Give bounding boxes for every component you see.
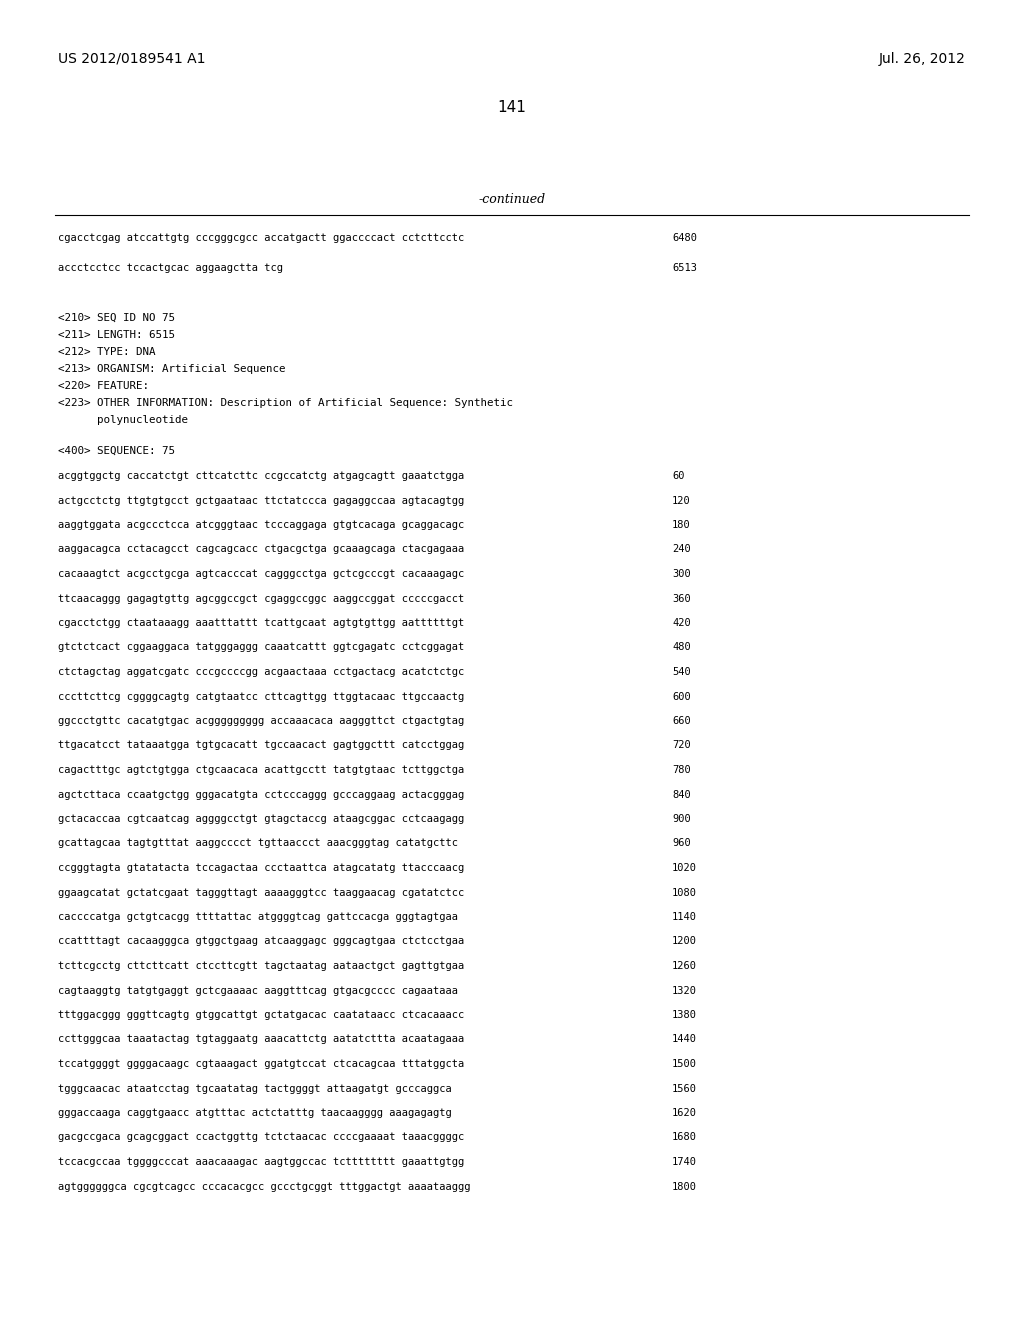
Text: actgcctctg ttgtgtgcct gctgaataac ttctatccca gagaggccaa agtacagtgg: actgcctctg ttgtgtgcct gctgaataac ttctatc… xyxy=(58,495,464,506)
Text: <220> FEATURE:: <220> FEATURE: xyxy=(58,381,150,391)
Text: <210> SEQ ID NO 75: <210> SEQ ID NO 75 xyxy=(58,313,175,323)
Text: 6513: 6513 xyxy=(672,263,697,273)
Text: cagactttgc agtctgtgga ctgcaacaca acattgcctt tatgtgtaac tcttggctga: cagactttgc agtctgtgga ctgcaacaca acattgc… xyxy=(58,766,464,775)
Text: 360: 360 xyxy=(672,594,691,603)
Text: tccacgccaa tggggcccat aaacaaagac aagtggccac tctttttttt gaaattgtgg: tccacgccaa tggggcccat aaacaaagac aagtggc… xyxy=(58,1158,464,1167)
Text: gcattagcaa tagtgtttat aaggcccct tgttaaccct aaacgggtag catatgcttc: gcattagcaa tagtgtttat aaggcccct tgttaacc… xyxy=(58,838,458,849)
Text: ccgggtagta gtatatacta tccagactaa ccctaattca atagcatatg ttacccaacg: ccgggtagta gtatatacta tccagactaa ccctaat… xyxy=(58,863,464,873)
Text: ggccctgttc cacatgtgac acggggggggg accaaacaca aagggttct ctgactgtag: ggccctgttc cacatgtgac acggggggggg accaaa… xyxy=(58,715,464,726)
Text: cacaaagtct acgcctgcga agtcacccat cagggcctga gctcgcccgt cacaaagagc: cacaaagtct acgcctgcga agtcacccat cagggcc… xyxy=(58,569,464,579)
Text: 960: 960 xyxy=(672,838,691,849)
Text: 120: 120 xyxy=(672,495,691,506)
Text: cccttcttcg cggggcagtg catgtaatcc cttcagttgg ttggtacaac ttgccaactg: cccttcttcg cggggcagtg catgtaatcc cttcagt… xyxy=(58,692,464,701)
Text: ttgacatcct tataaatgga tgtgcacatt tgccaacact gagtggcttt catcctggag: ttgacatcct tataaatgga tgtgcacatt tgccaac… xyxy=(58,741,464,751)
Text: 780: 780 xyxy=(672,766,691,775)
Text: ccattttagt cacaagggca gtggctgaag atcaaggagc gggcagtgaa ctctcctgaa: ccattttagt cacaagggca gtggctgaag atcaagg… xyxy=(58,936,464,946)
Text: 660: 660 xyxy=(672,715,691,726)
Text: 900: 900 xyxy=(672,814,691,824)
Text: agctcttaca ccaatgctgg gggacatgta cctcccaggg gcccaggaag actacgggag: agctcttaca ccaatgctgg gggacatgta cctccca… xyxy=(58,789,464,800)
Text: gggaccaaga caggtgaacc atgtttac actctatttg taacaagggg aaagagagtg: gggaccaaga caggtgaacc atgtttac actctattt… xyxy=(58,1107,452,1118)
Text: aaggtggata acgccctcca atcgggtaac tcccaggaga gtgtcacaga gcaggacagc: aaggtggata acgccctcca atcgggtaac tcccagg… xyxy=(58,520,464,531)
Text: <400> SEQUENCE: 75: <400> SEQUENCE: 75 xyxy=(58,446,175,455)
Text: gtctctcact cggaaggaca tatgggaggg caaatcattt ggtcgagatc cctcggagat: gtctctcact cggaaggaca tatgggaggg caaatca… xyxy=(58,643,464,652)
Text: <213> ORGANISM: Artificial Sequence: <213> ORGANISM: Artificial Sequence xyxy=(58,364,286,374)
Text: 240: 240 xyxy=(672,544,691,554)
Text: Jul. 26, 2012: Jul. 26, 2012 xyxy=(880,51,966,66)
Text: 60: 60 xyxy=(672,471,684,480)
Text: 480: 480 xyxy=(672,643,691,652)
Text: agtggggggca cgcgtcagcc cccacacgcc gccctgcggt tttggactgt aaaataaggg: agtggggggca cgcgtcagcc cccacacgcc gccctg… xyxy=(58,1181,470,1192)
Text: 840: 840 xyxy=(672,789,691,800)
Text: 1620: 1620 xyxy=(672,1107,697,1118)
Text: caccccatga gctgtcacgg ttttattac atggggtcag gattccacga gggtagtgaa: caccccatga gctgtcacgg ttttattac atggggtc… xyxy=(58,912,458,921)
Text: tttggacggg gggttcagtg gtggcattgt gctatgacac caatataacc ctcacaaacc: tttggacggg gggttcagtg gtggcattgt gctatga… xyxy=(58,1010,464,1020)
Text: 540: 540 xyxy=(672,667,691,677)
Text: 180: 180 xyxy=(672,520,691,531)
Text: <212> TYPE: DNA: <212> TYPE: DNA xyxy=(58,347,156,356)
Text: aaggacagca cctacagcct cagcagcacc ctgacgctga gcaaagcaga ctacgagaaa: aaggacagca cctacagcct cagcagcacc ctgacgc… xyxy=(58,544,464,554)
Text: US 2012/0189541 A1: US 2012/0189541 A1 xyxy=(58,51,206,66)
Text: 1500: 1500 xyxy=(672,1059,697,1069)
Text: ggaagcatat gctatcgaat tagggttagt aaaagggtcc taaggaacag cgatatctcc: ggaagcatat gctatcgaat tagggttagt aaaaggg… xyxy=(58,887,464,898)
Text: acggtggctg caccatctgt cttcatcttc ccgccatctg atgagcagtt gaaatctgga: acggtggctg caccatctgt cttcatcttc ccgccat… xyxy=(58,471,464,480)
Text: 1380: 1380 xyxy=(672,1010,697,1020)
Text: 1320: 1320 xyxy=(672,986,697,995)
Text: -continued: -continued xyxy=(478,193,546,206)
Text: 1800: 1800 xyxy=(672,1181,697,1192)
Text: <211> LENGTH: 6515: <211> LENGTH: 6515 xyxy=(58,330,175,341)
Text: 141: 141 xyxy=(498,100,526,115)
Text: tgggcaacac ataatcctag tgcaatatag tactggggt attaagatgt gcccaggca: tgggcaacac ataatcctag tgcaatatag tactggg… xyxy=(58,1084,452,1093)
Text: tccatggggt ggggacaagc cgtaaagact ggatgtccat ctcacagcaa tttatggcta: tccatggggt ggggacaagc cgtaaagact ggatgtc… xyxy=(58,1059,464,1069)
Text: 6480: 6480 xyxy=(672,234,697,243)
Text: polynucleotide: polynucleotide xyxy=(58,414,188,425)
Text: <223> OTHER INFORMATION: Description of Artificial Sequence: Synthetic: <223> OTHER INFORMATION: Description of … xyxy=(58,399,513,408)
Text: 1020: 1020 xyxy=(672,863,697,873)
Text: 1200: 1200 xyxy=(672,936,697,946)
Text: cagtaaggtg tatgtgaggt gctcgaaaac aaggtttcag gtgacgcccc cagaataaa: cagtaaggtg tatgtgaggt gctcgaaaac aaggttt… xyxy=(58,986,458,995)
Text: 1080: 1080 xyxy=(672,887,697,898)
Text: 1560: 1560 xyxy=(672,1084,697,1093)
Text: 1440: 1440 xyxy=(672,1035,697,1044)
Text: 1680: 1680 xyxy=(672,1133,697,1143)
Text: 300: 300 xyxy=(672,569,691,579)
Text: tcttcgcctg cttcttcatt ctccttcgtt tagctaatag aataactgct gagttgtgaa: tcttcgcctg cttcttcatt ctccttcgtt tagctaa… xyxy=(58,961,464,972)
Text: gctacaccaa cgtcaatcag aggggcctgt gtagctaccg ataagcggac cctcaagagg: gctacaccaa cgtcaatcag aggggcctgt gtagcta… xyxy=(58,814,464,824)
Text: ctctagctag aggatcgatc cccgccccgg acgaactaaa cctgactacg acatctctgc: ctctagctag aggatcgatc cccgccccgg acgaact… xyxy=(58,667,464,677)
Text: ccttgggcaa taaatactag tgtaggaatg aaacattctg aatatcttta acaatagaaa: ccttgggcaa taaatactag tgtaggaatg aaacatt… xyxy=(58,1035,464,1044)
Text: gacgccgaca gcagcggact ccactggttg tctctaacac ccccgaaaat taaacggggc: gacgccgaca gcagcggact ccactggttg tctctaa… xyxy=(58,1133,464,1143)
Text: 420: 420 xyxy=(672,618,691,628)
Text: 600: 600 xyxy=(672,692,691,701)
Text: 1740: 1740 xyxy=(672,1158,697,1167)
Text: accctcctcc tccactgcac aggaagctta tcg: accctcctcc tccactgcac aggaagctta tcg xyxy=(58,263,283,273)
Text: 720: 720 xyxy=(672,741,691,751)
Text: ttcaacaggg gagagtgttg agcggccgct cgaggccggc aaggccggat cccccgacct: ttcaacaggg gagagtgttg agcggccgct cgaggcc… xyxy=(58,594,464,603)
Text: 1140: 1140 xyxy=(672,912,697,921)
Text: 1260: 1260 xyxy=(672,961,697,972)
Text: cgacctcgag atccattgtg cccgggcgcc accatgactt ggaccccact cctcttcctc: cgacctcgag atccattgtg cccgggcgcc accatga… xyxy=(58,234,464,243)
Text: cgacctctgg ctaataaagg aaatttattt tcattgcaat agtgtgttgg aattttttgt: cgacctctgg ctaataaagg aaatttattt tcattgc… xyxy=(58,618,464,628)
